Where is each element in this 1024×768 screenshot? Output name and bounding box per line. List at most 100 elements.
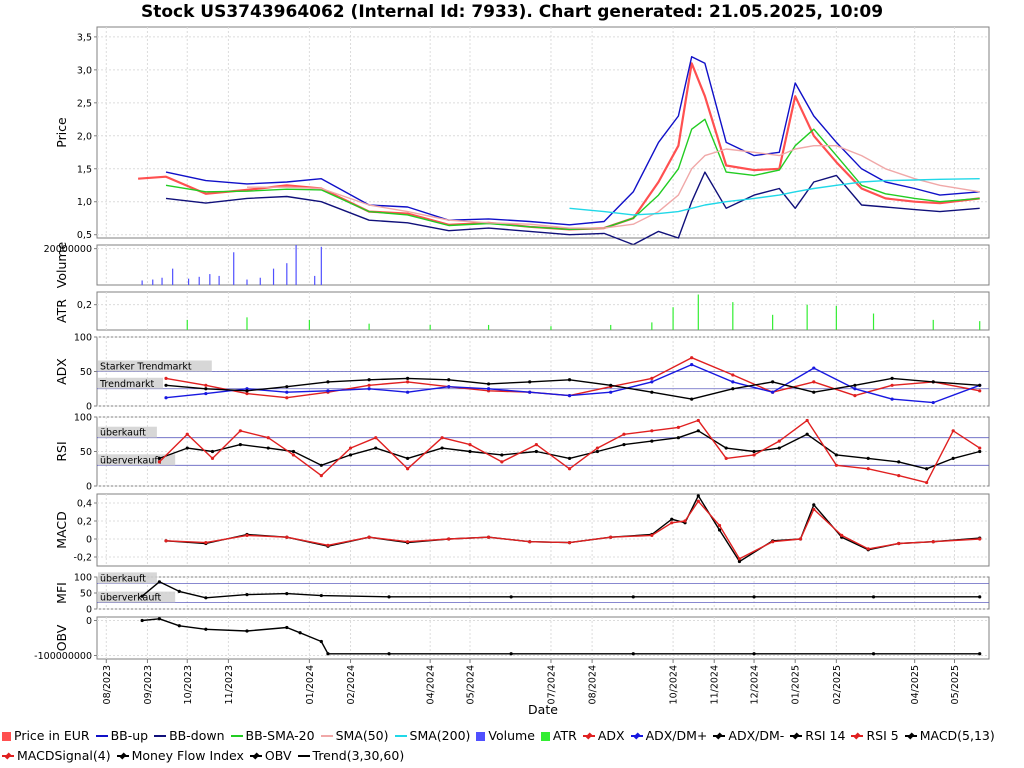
y-tick-label: 0 — [86, 535, 92, 546]
legend-swatch — [320, 735, 333, 737]
y-tick-label: 0 — [86, 482, 92, 493]
data-point — [683, 519, 687, 523]
chart-title: Stock US3743964062 (Internal Id: 7933). … — [140, 2, 884, 22]
y-axis-title: MACD — [54, 511, 69, 548]
panel-obv: -100000000 0 OBV — [34, 616, 990, 662]
data-point — [285, 390, 289, 394]
data-point — [805, 418, 809, 423]
x-tick-label: 11/2023 — [224, 665, 235, 704]
data-point — [866, 547, 870, 551]
legend-label: BB-down — [169, 728, 225, 743]
y-axis-title: Price — [54, 117, 69, 148]
data-point — [406, 376, 410, 380]
data-point — [670, 517, 674, 521]
data-point — [326, 652, 330, 656]
panel-atr: 0,2 ATR — [54, 291, 990, 331]
data-point — [567, 394, 572, 398]
legend-label: SMA(200) — [409, 728, 471, 743]
legend-label: MACDSignal(4) — [17, 748, 111, 763]
data-point — [650, 429, 654, 433]
x-tick-label: 05/2024 — [465, 665, 476, 704]
data-point — [447, 385, 451, 389]
data-point — [245, 533, 249, 538]
data-point — [840, 533, 844, 538]
data-point — [798, 537, 803, 541]
legend-swatch — [851, 735, 864, 737]
y-tick-label: 100 — [74, 573, 92, 584]
data-point — [528, 540, 532, 544]
legend-swatch — [476, 732, 486, 741]
reference-label-bg — [98, 591, 176, 603]
data-point — [771, 540, 775, 544]
reference-label: überverkauft — [100, 593, 162, 604]
data-point — [447, 537, 451, 541]
data-point — [177, 589, 181, 594]
data-point — [771, 390, 775, 394]
legend-item: ATR — [540, 726, 577, 746]
data-point — [690, 397, 694, 401]
legend-label: OBV — [264, 748, 292, 763]
panel-frame — [96, 291, 990, 331]
data-point — [406, 380, 410, 384]
panel-mfi: 0 50 100 überkauft überverkauft MFI — [54, 572, 990, 616]
data-point — [245, 389, 249, 393]
x-tick-label: 01/2024 — [305, 665, 316, 704]
y-tick-label: 0,5 — [77, 230, 92, 241]
legend-label: ADX/DM- — [728, 728, 785, 743]
data-point — [157, 460, 161, 464]
data-point — [650, 390, 654, 394]
legend-item: RSI 5 — [851, 726, 899, 746]
data-point — [534, 449, 538, 454]
legend-swatch — [582, 735, 595, 737]
x-tick-label: 01/2025 — [791, 665, 802, 704]
data-point — [690, 356, 694, 360]
data-point — [866, 467, 870, 471]
series-line — [158, 419, 981, 484]
data-point — [931, 380, 935, 384]
data-point — [238, 443, 242, 447]
legend-swatch — [230, 735, 243, 737]
reference-label: überkauft — [100, 428, 146, 439]
y-tick-label: 0,2 — [77, 300, 92, 311]
legend-item: SMA(50) — [320, 726, 389, 746]
data-point — [468, 449, 472, 454]
data-point — [978, 652, 982, 656]
y-tick-label: 1,5 — [77, 164, 92, 175]
data-point — [266, 436, 270, 440]
x-tick-label: 12/2024 — [750, 665, 761, 704]
y-axis-title: RSI — [54, 441, 69, 461]
data-point — [724, 446, 728, 450]
data-point — [285, 592, 289, 596]
data-point — [406, 540, 410, 544]
panel-frame — [96, 493, 990, 567]
data-point — [650, 376, 654, 380]
data-point — [771, 380, 775, 384]
x-tick-label: 11/2024 — [710, 665, 721, 704]
x-tick-label: 10/2023 — [183, 665, 194, 704]
y-tick-label: 2,5 — [77, 98, 92, 109]
data-point — [951, 429, 955, 433]
data-point — [650, 380, 654, 384]
legend-label: RSI 5 — [866, 728, 899, 743]
data-point — [319, 593, 323, 598]
y-axis-title: ATR — [54, 299, 69, 323]
legend-label: Trend(3,30,60) — [312, 748, 405, 763]
data-point — [724, 456, 728, 460]
data-point — [468, 443, 472, 447]
data-point — [595, 449, 600, 454]
data-point — [486, 382, 491, 386]
data-point — [204, 541, 208, 545]
panel-rsi: 0 50 100 überkauft überverkauft RSI — [54, 413, 990, 493]
legend-swatch — [713, 735, 726, 737]
y-tick-label: 3,0 — [77, 65, 92, 76]
legend-label: ADX — [597, 728, 625, 743]
y-tick-label: 0 — [86, 616, 92, 627]
data-point — [978, 446, 982, 450]
x-axis: 08/2023 09/2023 10/2023 11/2023 01/2024 02/20… — [102, 659, 961, 717]
y-tick-label: -0,2 — [73, 553, 92, 564]
legend-label: SMA(50) — [335, 728, 389, 743]
data-point — [367, 378, 371, 382]
data-point — [812, 507, 816, 511]
data-point — [238, 429, 242, 433]
y-tick-label: 100 — [74, 333, 92, 344]
